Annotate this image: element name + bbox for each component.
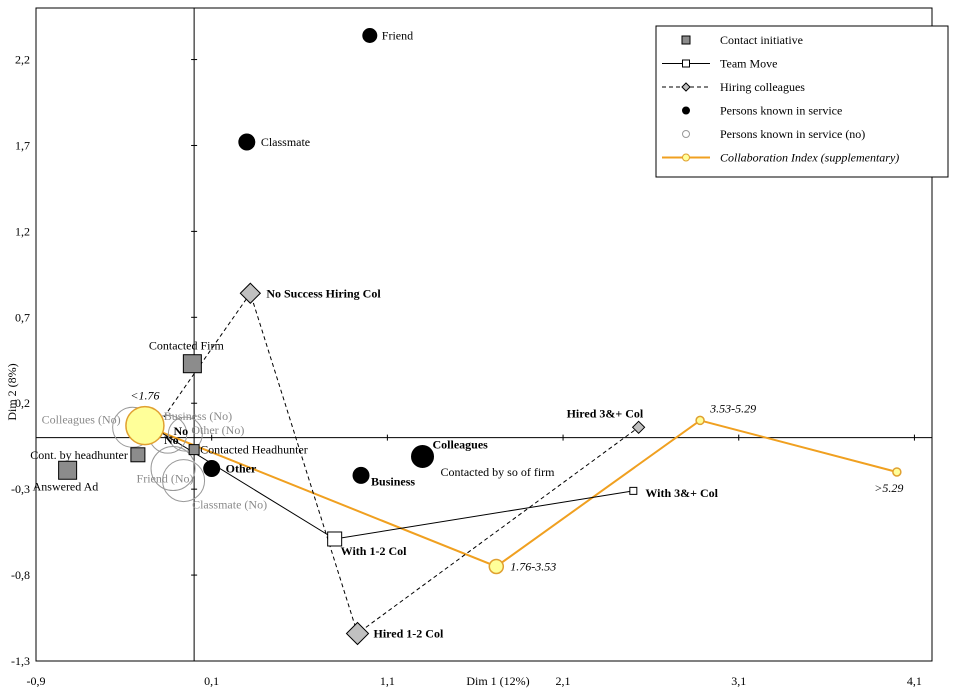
persons-known-label: Colleagues <box>433 438 489 452</box>
persons-known-marker <box>352 466 370 484</box>
contact-label: Cont. by headhunter <box>30 448 128 462</box>
hiring-colleagues-marker <box>345 621 370 646</box>
x-axis-label: Dim 1 (12%) <box>466 674 529 688</box>
persons-known-label: Business <box>371 474 415 488</box>
legend-marker-known-no <box>682 130 690 138</box>
y-tick-label: 0,2 <box>15 396 30 410</box>
legend-entry: Hiring colleagues <box>720 80 805 94</box>
persons-known-no-marker <box>162 459 206 503</box>
persons-known-no-marker <box>167 416 203 452</box>
team-move-label: With 3&+ Col <box>645 486 718 500</box>
y-tick-label: 2,2 <box>15 53 30 67</box>
persons-known-label: Friend <box>382 28 413 42</box>
contact-initiative-marker <box>188 444 200 456</box>
hiring-label: No <box>164 433 179 447</box>
hiring-colleagues-marker <box>631 420 646 435</box>
y-tick-label: 0,7 <box>15 310 30 324</box>
persons-known-marker <box>362 27 378 43</box>
legend: Contact initiative Team Move Hiring collea… <box>655 25 949 178</box>
hiring-label: No Success Hiring Col <box>266 286 381 300</box>
legend-entry: Persons known in service (no) <box>720 127 865 141</box>
legend-entry: Team Move <box>720 57 777 71</box>
persons-known-no-label: Other (No) <box>191 423 244 437</box>
persons-known-marker <box>238 133 256 151</box>
team-move-label: No <box>173 424 188 438</box>
persons-known-no-marker <box>150 446 196 492</box>
collab-index-marker <box>488 558 505 575</box>
hiring-colleagues-marker <box>239 282 262 304</box>
contact-label: Contacted Firm <box>149 339 225 353</box>
hiring-label: Hired 3&+ Col <box>567 406 644 420</box>
persons-known-marker <box>203 460 221 478</box>
x-tick-label: 0,1 <box>204 674 219 688</box>
collab-index-label: 3.53-5.29 <box>709 401 756 415</box>
markers <box>58 27 902 646</box>
collab-index-label: >5.29 <box>874 481 903 495</box>
y-axis-label: Dim 2 (8%) <box>5 363 19 420</box>
collab-index-label: <1.76 <box>130 389 159 403</box>
y-tick-label: 1,2 <box>15 224 30 238</box>
persons-known-label: Other <box>226 462 257 476</box>
hiring-label: Hired 1-2 Col <box>374 627 444 641</box>
legend-marker-known <box>682 106 690 115</box>
legend-entry: Persons known in service <box>720 104 842 118</box>
x-tick-label: -0,9 <box>27 674 46 688</box>
persons-known-no-label: Business (No) <box>164 409 232 423</box>
y-tick-label: 1,7 <box>15 138 30 152</box>
x-tick-label: 3,1 <box>731 674 746 688</box>
contact-initiative-marker <box>58 460 78 480</box>
contact-label: Contacted Headhunter <box>200 443 308 457</box>
point-labels: Contacted Firm Contacted Headhunter Cont. … <box>30 28 903 640</box>
team-move-marker <box>327 531 343 547</box>
legend-box <box>655 25 949 178</box>
x-tick-label: 2,1 <box>556 674 571 688</box>
contact-label: Contacted by so of firm <box>441 465 556 479</box>
contact-label: Answered Ad <box>33 479 99 493</box>
team-move-label: With 1-2 Col <box>341 544 407 558</box>
collab-index-marker <box>125 405 165 446</box>
persons-known-no-label: Colleagues (No) <box>42 412 121 426</box>
team-move-marker <box>629 486 638 495</box>
legend-entry: Collaboration Index (supplementary) <box>720 151 899 165</box>
legend-marker-contact <box>681 35 691 45</box>
collab-index-line <box>144 419 898 568</box>
y-tick-label: -0,8 <box>11 568 30 582</box>
legend-marker-team-move <box>682 59 690 68</box>
collab-index-marker <box>892 467 902 477</box>
persons-known-marker <box>411 445 435 469</box>
contact-initiative-marker <box>182 354 202 374</box>
persons-known-no-label: Friend (No) <box>137 472 194 486</box>
axes: -0,9 0,1 1,1 2,1 3,1 4,1 2,2 1,7 1,2 0,7 0,2 -0,3 -0… <box>11 8 932 688</box>
y-tick-label: -0,3 <box>11 482 30 496</box>
x-tick-label: 4,1 <box>907 674 922 688</box>
collab-index-marker <box>695 415 705 426</box>
legend-marker-hiring <box>681 82 691 92</box>
contact-initiative-marker <box>130 447 146 463</box>
collab-index-label: 1.76-3.53 <box>510 559 556 573</box>
legend-entry: Contact initiative <box>720 33 803 47</box>
legend-marker-collab <box>682 153 690 162</box>
y-tick-label: -1,3 <box>11 654 30 668</box>
persons-known-label: Classmate <box>261 135 310 149</box>
x-tick-label: 1,1 <box>380 674 395 688</box>
persons-known-no-label: Classmate (No) <box>192 498 267 512</box>
